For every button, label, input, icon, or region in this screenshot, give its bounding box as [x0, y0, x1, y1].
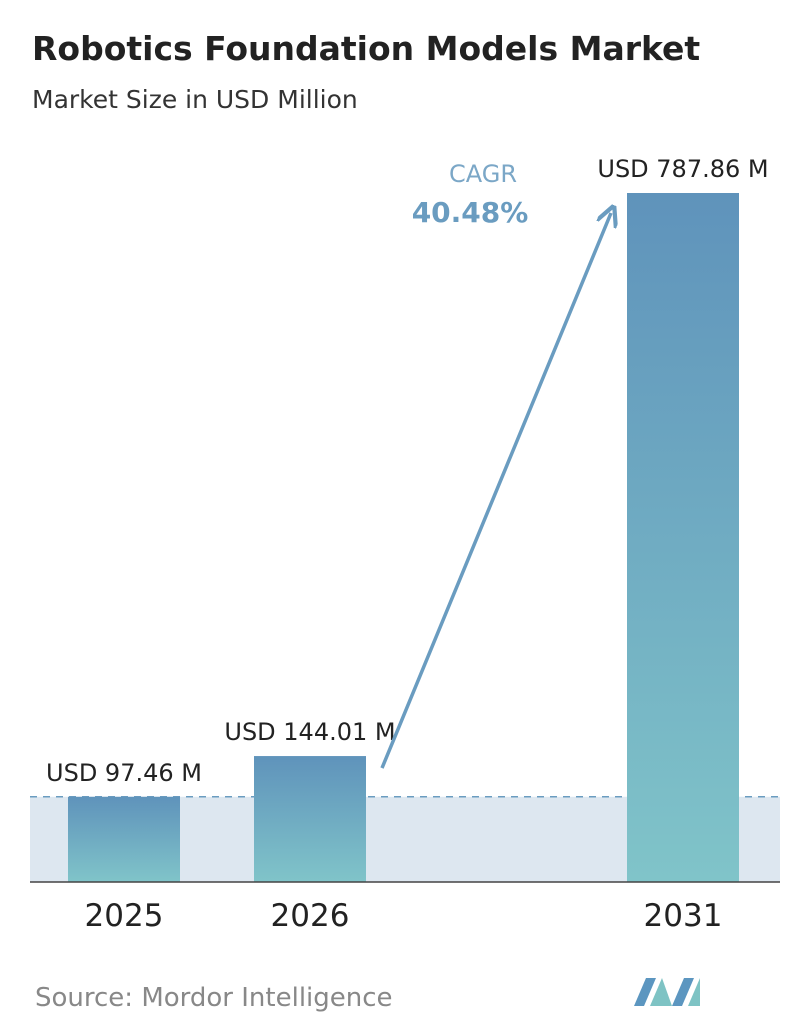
bar	[627, 193, 739, 882]
value-label: USD 144.01 M	[224, 718, 395, 746]
x-tick-label: 2026	[271, 898, 350, 934]
chart-title: Robotics Foundation Models Market	[32, 29, 700, 68]
bar	[68, 796, 180, 882]
value-label: USD 97.46 M	[46, 759, 202, 787]
value-label: USD 787.86 M	[597, 155, 768, 183]
chart-subtitle: Market Size in USD Million	[32, 85, 358, 114]
cagr-value: 40.48%	[412, 196, 529, 229]
source: Source: Mordor Intelligence	[35, 983, 393, 1013]
plot-area: USD 97.46 M 2025 USD 144.01 M 2026 USD 787.8…	[30, 155, 780, 934]
x-tick-label: 2031	[644, 898, 723, 934]
logo	[634, 978, 700, 1006]
cagr-arrow	[380, 213, 611, 769]
cagr-label: CAGR	[449, 160, 517, 188]
bar	[254, 756, 366, 882]
x-tick-label: 2025	[85, 898, 164, 934]
